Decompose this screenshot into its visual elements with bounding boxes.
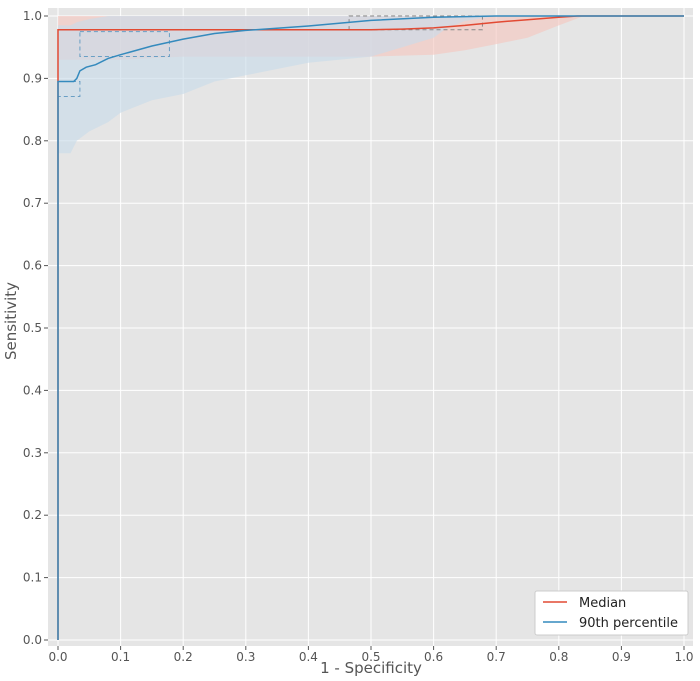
zoom-box-1 — [79, 31, 170, 58]
y-tick-label-6: 0.6 — [23, 259, 42, 273]
y-tick-label-8: 0.8 — [23, 134, 42, 148]
y-tick-label-5: 0.5 — [23, 321, 42, 335]
band-90th-percentile — [58, 16, 497, 154]
y-tick-label-0: 0.0 — [23, 633, 42, 647]
x-tick-label-9: 0.9 — [612, 650, 631, 664]
legend-label-90th: 90th percentile — [579, 616, 678, 631]
legend-box — [534, 590, 689, 636]
x-tick-label-2: 0.2 — [174, 650, 193, 664]
x-tick-label-4: 0.4 — [299, 650, 318, 664]
x-axis-ticks: 0.0 0.1 0.2 0.3 0.4 0.5 0.6 0.7 0.8 0.9 1.0 — [48, 646, 694, 664]
x-tick-label-8: 0.8 — [549, 650, 568, 664]
x-tick-label-1: 0.1 — [111, 650, 130, 664]
legend: Median 90th percentile — [534, 590, 689, 636]
y-tick-label-4: 0.4 — [23, 383, 42, 397]
x-tick-label-3: 0.3 — [236, 650, 255, 664]
x-tick-label-10: 1.0 — [674, 650, 693, 664]
x-tick-label-7: 0.7 — [487, 650, 506, 664]
series-line-90th-percentile — [57, 15, 684, 640]
y-tick-label-10: 1.0 — [23, 9, 42, 23]
x-tick-label-0: 0.0 — [48, 650, 67, 664]
y-tick-label-9: 0.9 — [23, 71, 42, 85]
x-tick-label-5: 0.5 — [361, 650, 380, 664]
series-lines — [57, 15, 684, 640]
legend-label-median: Median — [579, 596, 626, 611]
y-tick-label-2: 0.2 — [23, 508, 42, 522]
y-axis-label: Sensitivity — [2, 282, 20, 360]
x-tick-label-6: 0.6 — [424, 650, 443, 664]
y-tick-label-3: 0.3 — [23, 446, 42, 460]
y-tick-label-7: 0.7 — [23, 196, 42, 210]
y-tick-label-1: 0.1 — [23, 571, 42, 585]
y-axis-ticks: 0.0 0.1 0.2 0.3 0.4 0.5 0.6 0.7 0.8 0.9 1.0 — [23, 9, 48, 647]
x-axis-label: 1 - Specificity — [320, 659, 422, 677]
